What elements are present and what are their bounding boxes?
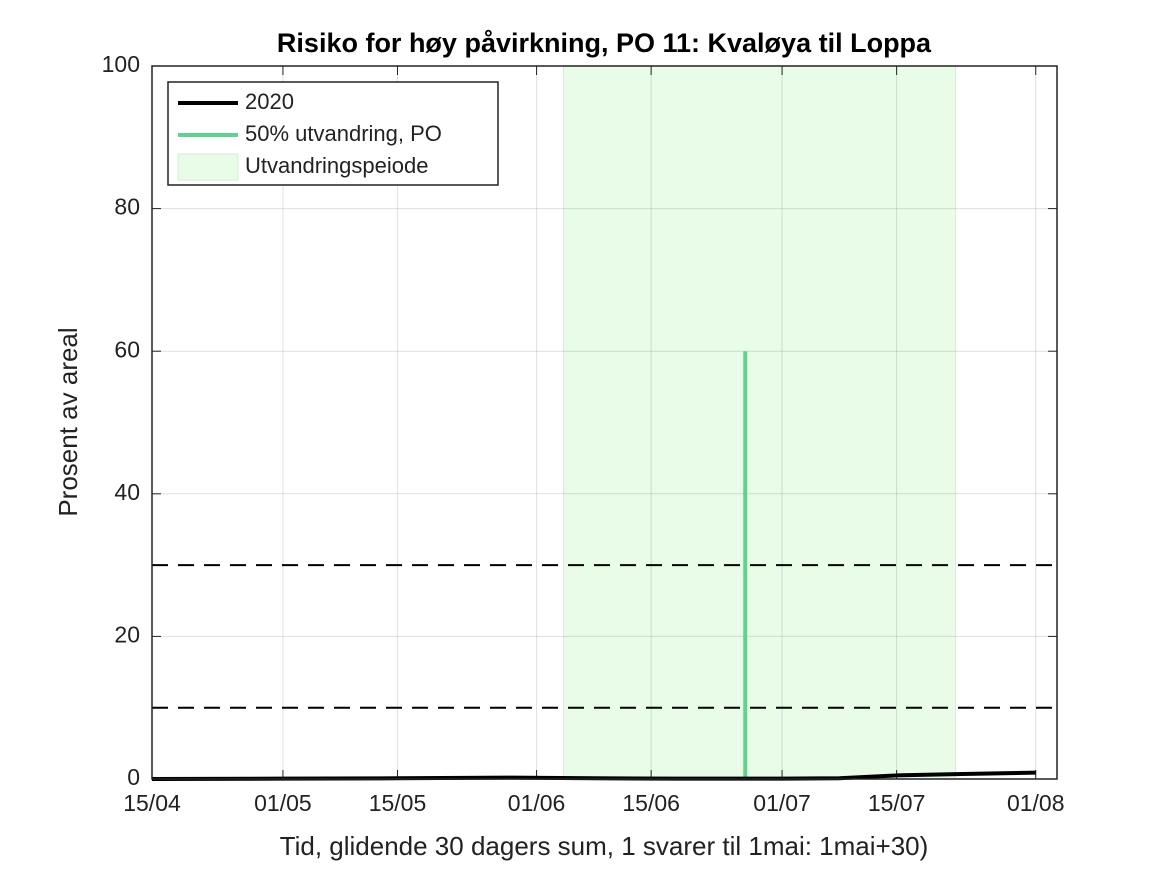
y-tick-label: 80 bbox=[114, 194, 140, 220]
x-tick-label: 01/05 bbox=[254, 790, 312, 816]
x-tick-label: 01/08 bbox=[1007, 790, 1065, 816]
legend-label: 50% utvandring, PO bbox=[245, 121, 442, 146]
x-axis-label: Tid, glidende 30 dagers sum, 1 svarer ti… bbox=[280, 831, 929, 861]
y-tick-label: 0 bbox=[127, 764, 140, 790]
y-axis-label: Prosent av areal bbox=[53, 327, 83, 516]
x-tick-label: 15/07 bbox=[868, 790, 926, 816]
span-region bbox=[563, 65, 957, 780]
y-tick-label: 20 bbox=[114, 621, 140, 647]
legend-label: 2020 bbox=[245, 89, 294, 114]
x-tick-label: 01/07 bbox=[753, 790, 811, 816]
chart-title: Risiko for høy påvirkning, PO 11: Kvaløy… bbox=[277, 28, 932, 58]
x-tick-label: 01/06 bbox=[508, 790, 566, 816]
x-tick-label: 15/06 bbox=[622, 790, 680, 816]
axes-frame bbox=[151, 65, 1058, 780]
y-tick-label: 100 bbox=[102, 51, 140, 77]
y-tick-label: 40 bbox=[114, 479, 140, 505]
x-tick-label: 15/04 bbox=[123, 790, 181, 816]
x-tick-label: 15/05 bbox=[369, 790, 427, 816]
y-tick-label: 60 bbox=[114, 336, 140, 362]
legend-swatch bbox=[177, 153, 239, 181]
legend-label: Utvandringspeiode bbox=[245, 153, 428, 178]
